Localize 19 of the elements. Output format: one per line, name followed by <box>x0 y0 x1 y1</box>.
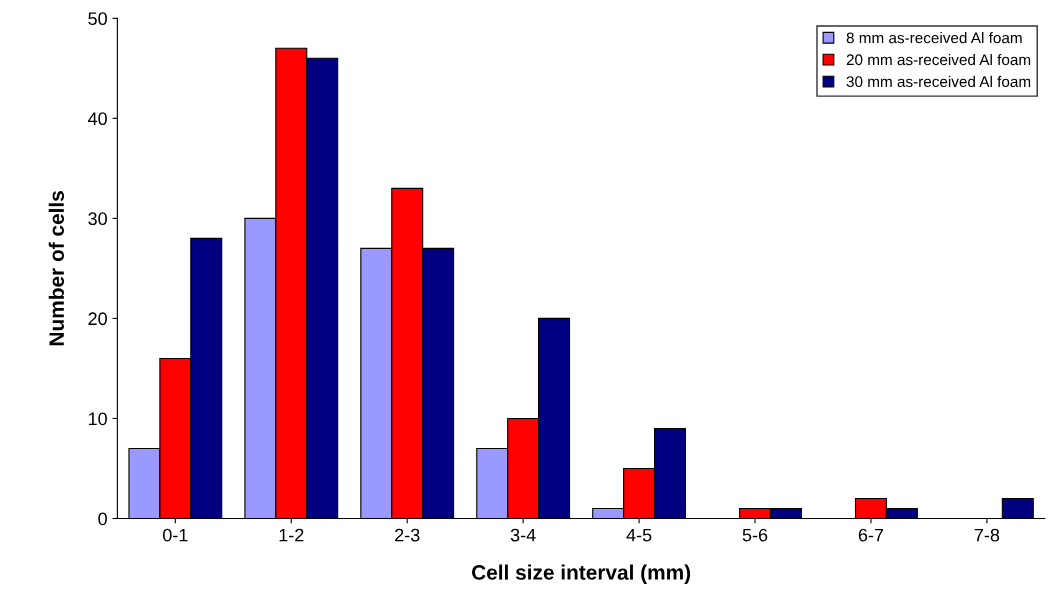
y-tick-label: 0 <box>98 512 107 526</box>
y-axis-title: Number of cells <box>48 191 65 346</box>
x-axis-title: Cell size interval (mm) <box>471 564 691 584</box>
y-tick-label: 10 <box>88 412 107 426</box>
legend-label: 20 mm as-received Al foam <box>846 53 1031 66</box>
x-tick-label: 7-8 <box>974 528 1000 542</box>
x-tick-label: 2-3 <box>395 528 420 542</box>
x-tick-label: 6-7 <box>858 528 884 542</box>
legend-label: 8 mm as-received Al foam <box>846 32 1022 44</box>
legend-label: 30 mm as-received Al foam <box>846 75 1031 88</box>
y-tick-label: 20 <box>88 312 107 326</box>
x-tick-label: 0-1 <box>163 528 188 542</box>
x-tick-label: 3-4 <box>510 528 536 542</box>
x-tick-label: 4-5 <box>626 528 652 542</box>
x-tick-label: 5-6 <box>742 528 768 542</box>
y-tick-label: 30 <box>88 212 107 226</box>
y-tick-label: 40 <box>87 112 107 126</box>
x-tick-label: 1-2 <box>279 528 304 542</box>
y-tick-label: 50 <box>88 12 107 26</box>
